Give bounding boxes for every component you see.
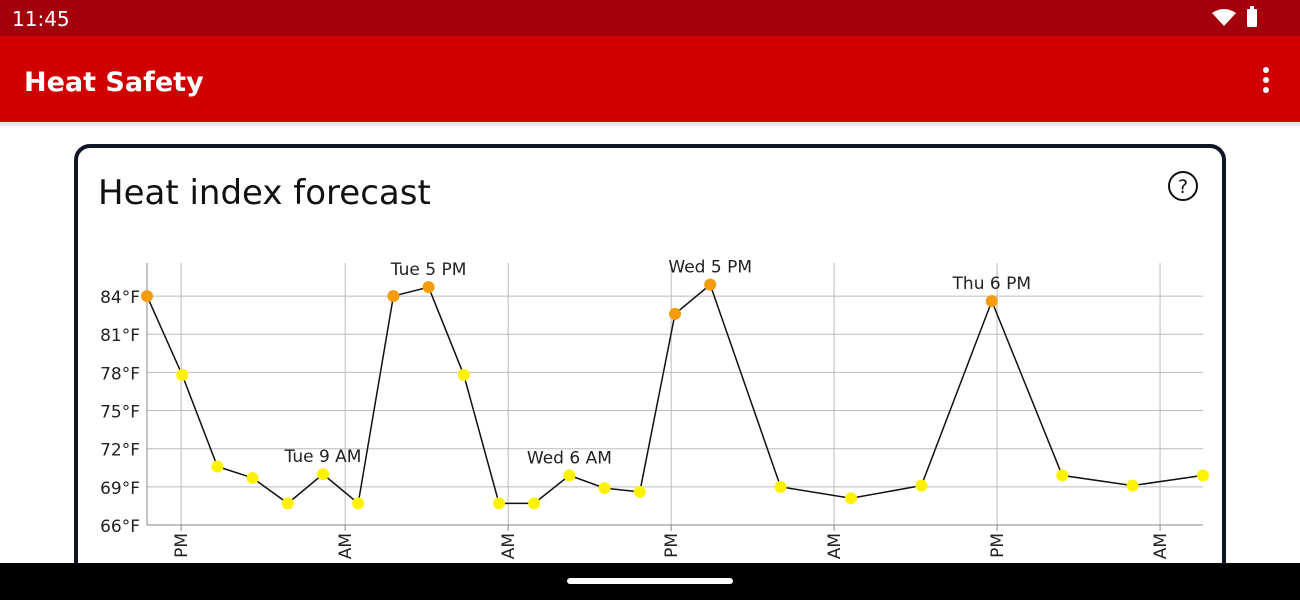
data-point bbox=[141, 290, 153, 303]
data-point bbox=[176, 368, 189, 381]
y-tick-label: 69°F bbox=[100, 479, 140, 499]
x-tick-label: AM bbox=[825, 533, 845, 559]
data-point bbox=[493, 497, 505, 510]
annotation: Thu 6 PM bbox=[952, 274, 1031, 294]
help-circle[interactable] bbox=[1168, 171, 1198, 201]
x-tick-label: PM bbox=[172, 533, 192, 558]
y-tick-label: 72°F bbox=[100, 441, 140, 461]
data-point bbox=[598, 482, 611, 495]
home-indicator[interactable] bbox=[567, 578, 733, 584]
menu-dot[interactable] bbox=[1263, 77, 1269, 83]
annotation: Wed 6 AM bbox=[527, 448, 612, 468]
wifi-icon bbox=[1212, 9, 1236, 26]
data-point bbox=[669, 307, 681, 320]
status-time: 11:45 bbox=[12, 7, 70, 31]
y-tick-label: 81°F bbox=[100, 326, 140, 346]
x-tick-label: AM bbox=[499, 533, 519, 559]
data-point bbox=[845, 492, 857, 505]
y-tick-label: 84°F bbox=[100, 288, 140, 308]
app-title: Heat Safety bbox=[24, 67, 204, 98]
data-point bbox=[563, 469, 576, 482]
data-point bbox=[528, 497, 541, 510]
app-bar-shadow bbox=[0, 122, 1300, 126]
y-tick-label: 66°F bbox=[100, 517, 140, 537]
data-point bbox=[281, 497, 294, 510]
data-point bbox=[317, 468, 329, 481]
annotation: Wed 5 PM bbox=[668, 258, 752, 278]
menu-dot[interactable] bbox=[1263, 87, 1269, 93]
y-tick-label: 78°F bbox=[100, 364, 140, 384]
battery-icon bbox=[1247, 9, 1257, 27]
data-point bbox=[1197, 469, 1209, 482]
data-point bbox=[246, 471, 259, 484]
battery-tip bbox=[1250, 6, 1254, 9]
annotation: Tue 9 AM bbox=[284, 447, 362, 467]
data-point bbox=[211, 460, 224, 473]
data-point bbox=[1126, 479, 1139, 492]
x-tick-label: AM bbox=[336, 533, 356, 559]
status-bar bbox=[0, 0, 1300, 36]
y-tick-label: 75°F bbox=[100, 403, 140, 423]
x-tick-label: PM bbox=[662, 533, 682, 558]
help-icon[interactable]: ? bbox=[1178, 176, 1188, 198]
data-point bbox=[387, 290, 400, 303]
data-line bbox=[146, 283, 1204, 505]
data-point bbox=[915, 479, 928, 492]
x-tick-label: AM bbox=[1151, 533, 1171, 559]
app-bar bbox=[0, 36, 1300, 122]
annotation: Tue 5 PM bbox=[390, 260, 467, 280]
data-point bbox=[352, 497, 365, 510]
card-title: Heat index forecast bbox=[98, 173, 431, 213]
data-point bbox=[633, 485, 646, 498]
data-point bbox=[457, 368, 470, 381]
chart: 66°F 69°F 72°F 75°F 78°F 81°F 84°F PM AM AM PM AM PM… bbox=[100, 258, 1209, 559]
overflow-menu[interactable] bbox=[1263, 67, 1269, 93]
help-button[interactable]: ? bbox=[1168, 171, 1198, 201]
data-point bbox=[422, 281, 435, 294]
menu-dot[interactable] bbox=[1263, 67, 1269, 73]
data-point bbox=[985, 295, 998, 308]
data-point bbox=[1056, 469, 1069, 482]
data-point bbox=[774, 480, 787, 493]
x-tick-label: PM bbox=[988, 533, 1008, 558]
data-point bbox=[704, 278, 717, 291]
